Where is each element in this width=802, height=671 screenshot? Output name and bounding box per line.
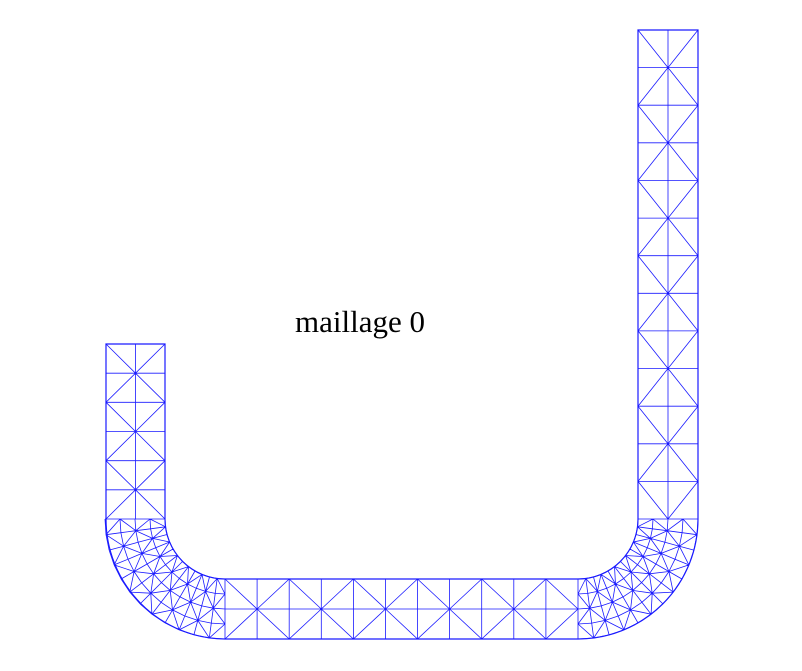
mesh-boundary — [105, 29, 699, 640]
mesh-title: maillage 0 — [295, 304, 425, 339]
